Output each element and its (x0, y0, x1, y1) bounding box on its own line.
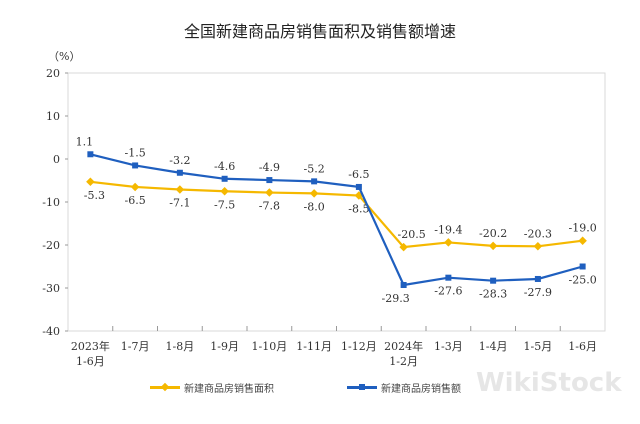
x-tick-label: 1-4月 (479, 340, 508, 353)
x-tick-label: 1-5月 (524, 340, 553, 353)
x-tick-label: 1-7月 (121, 340, 150, 353)
legend-swatch-area (150, 382, 180, 392)
data-label: -7.1 (169, 197, 190, 210)
data-point (265, 188, 274, 197)
y-tick-label: 0 (53, 153, 60, 166)
data-label: -4.6 (214, 160, 235, 173)
y-tick-label: -30 (42, 282, 60, 295)
data-label: 1.1 (76, 135, 94, 148)
data-point (534, 275, 541, 282)
data-label: -19.4 (434, 223, 462, 236)
data-point (445, 274, 452, 281)
y-tick-label: 20 (46, 67, 60, 80)
data-point (130, 182, 140, 192)
data-label: -8.0 (304, 200, 325, 213)
data-point (444, 238, 453, 247)
data-point (266, 177, 273, 184)
data-point (579, 263, 586, 270)
data-label: -28.3 (479, 288, 507, 301)
data-point (311, 178, 318, 185)
y-tick-label: -20 (42, 239, 60, 252)
legend-item-sales: 新建商品房销售额 (347, 380, 461, 395)
data-point (132, 162, 139, 169)
data-label: -5.3 (84, 189, 105, 202)
data-point (220, 187, 229, 196)
data-label: -27.9 (524, 286, 552, 299)
y-unit-label: （%） (48, 50, 80, 63)
data-point (399, 242, 408, 252)
data-point (309, 189, 319, 198)
series-line-1 (90, 153, 583, 287)
data-label: -8.5 (348, 203, 369, 216)
data-label: -5.2 (304, 162, 325, 175)
data-label: -27.6 (434, 285, 462, 298)
series-line-0 (90, 180, 583, 249)
data-point (175, 185, 185, 194)
x-tick-label: 1-9月 (210, 340, 239, 353)
data-point (221, 175, 228, 182)
x-tick-label: 1-11月 (296, 340, 332, 353)
x-tick-label: 1-6月 (568, 340, 597, 353)
data-label: -6.5 (125, 194, 146, 207)
x-tick-label: 2023年 (71, 339, 110, 353)
data-point (533, 242, 543, 251)
data-point (578, 236, 587, 245)
data-point (176, 169, 183, 176)
data-label: -4.9 (259, 161, 280, 174)
y-tick-label: 10 (46, 110, 60, 123)
legend-swatch-sales (347, 384, 377, 390)
data-label: -20.3 (524, 227, 552, 240)
data-point (87, 151, 94, 158)
data-point (490, 277, 497, 284)
y-tick-label: -10 (42, 196, 60, 209)
data-label: -29.3 (382, 292, 410, 305)
data-point (355, 183, 362, 190)
data-label: -7.5 (214, 198, 235, 211)
x-tick-label: 1-10月 (252, 340, 288, 353)
y-tick-label: -40 (42, 325, 60, 338)
data-label: -3.2 (169, 154, 190, 167)
data-label: -20.5 (398, 228, 426, 241)
data-label: -1.5 (125, 146, 146, 159)
data-point (86, 177, 95, 187)
x-tick-label: 1-8月 (166, 340, 195, 353)
data-label: -20.2 (479, 227, 507, 240)
x-tick-label: 1-2月 (389, 355, 418, 368)
data-label: -19.0 (569, 222, 597, 235)
data-label: -6.5 (348, 168, 369, 181)
legend-label-sales: 新建商品房销售额 (381, 384, 461, 395)
x-tick-label: 2024年 (384, 339, 423, 353)
data-label: -7.8 (259, 200, 280, 213)
data-label: -25.0 (569, 274, 597, 287)
chart-title: 全国新建商品房销售面积及销售额增速 (183, 22, 456, 41)
legend-label-area: 新建商品房销售面积 (184, 384, 274, 395)
x-tick-label: 1-3月 (434, 340, 463, 353)
x-tick-label: 1-6月 (76, 355, 105, 368)
legend-item-area: 新建商品房销售面积 (150, 380, 274, 395)
data-point (400, 281, 407, 288)
data-point (488, 241, 498, 251)
x-tick-label: 1-12月 (341, 340, 377, 353)
watermark-logo: WikiStock (476, 368, 622, 398)
